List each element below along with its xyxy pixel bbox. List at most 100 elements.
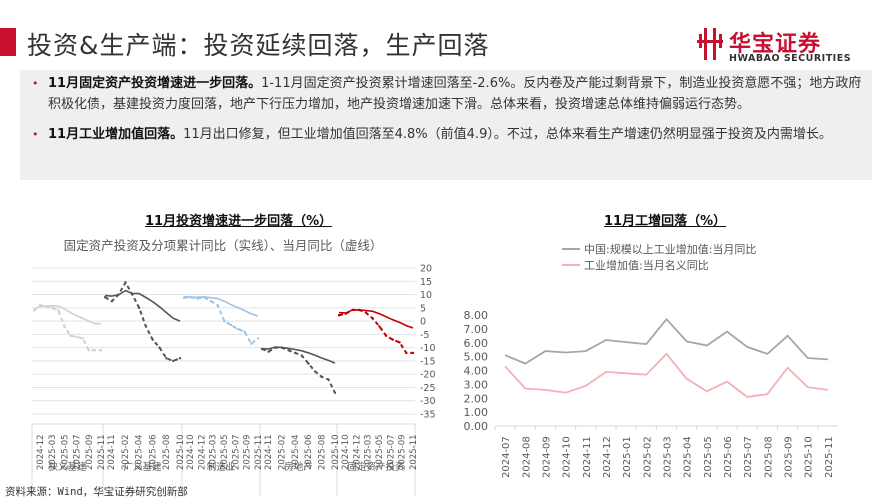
panel-label: 固定资产投资 [347, 461, 405, 473]
x-tick-label: 2025-05 [60, 434, 70, 470]
data-point [93, 349, 97, 352]
data-point [384, 334, 388, 337]
data-point [202, 296, 206, 299]
data-point [333, 391, 337, 394]
x-tick-label: 2025-04 [135, 434, 145, 470]
data-point [344, 312, 347, 315]
x-tick-label: 2025-03 [209, 434, 219, 470]
data-point [274, 346, 277, 349]
x-tick-label: 2025-07 [231, 434, 241, 470]
data-point [196, 297, 199, 300]
data-point [307, 362, 310, 365]
y-tick-label: 6.00 [464, 337, 489, 350]
page-title: 投资&生产端：投资延续回落，生产回落 [27, 31, 490, 60]
data-point [69, 334, 72, 337]
data-point [189, 296, 192, 299]
data-point [398, 341, 401, 344]
data-point [81, 337, 84, 340]
x-tick-label: 2024-12 [197, 434, 207, 470]
x-tick-label: 2025-08 [763, 436, 774, 478]
data-point [124, 281, 127, 284]
logo: 华宝证券 HWABAO SECURITIES [693, 26, 863, 66]
data-point [236, 327, 240, 331]
logo-mark-icon [697, 28, 723, 60]
panel-label: 狭义基建 [48, 461, 87, 473]
x-tick-label: 2025-02 [277, 434, 287, 470]
data-point [287, 349, 290, 352]
data-point [137, 306, 141, 310]
x-tick-label: 2025-03 [364, 434, 374, 470]
x-tick-label: 2024-12 [36, 434, 46, 470]
data-point [38, 303, 42, 307]
data-point [411, 351, 415, 355]
y-tick-label: 1.00 [464, 406, 489, 419]
data-point [243, 330, 246, 333]
x-tick-label: 2025-09 [85, 434, 95, 470]
summary-box: 11月固定资产投资增速进一步回落。1-11月固定资产投资累计增速回落至-2.6%… [20, 70, 872, 180]
y-tick-label: -15 [420, 356, 436, 367]
bullet-heading: 11月固定资产投资增速进一步回落。 [48, 76, 262, 91]
series-monthly-房地产 [261, 346, 336, 394]
series-line-1 [504, 352, 829, 398]
x-tick-label: 2025-05 [703, 436, 714, 478]
y-tick-label: 5.00 [464, 351, 489, 364]
y-tick-label: 5 [420, 303, 426, 314]
data-point [178, 357, 182, 360]
data-point [87, 349, 91, 352]
data-point [44, 305, 48, 308]
data-point [216, 303, 219, 307]
bullet-text: 11月出口修复，但工业增加值回落至4.8%（前值4.9）。不过，总体来看生产增速… [183, 127, 832, 142]
y-tick-label: -10 [420, 343, 436, 354]
x-tick-label: 2025-08 [162, 434, 172, 470]
data-point [63, 325, 66, 328]
data-point [320, 375, 323, 379]
data-point [209, 299, 213, 303]
x-tick-label: 2024-12 [352, 434, 362, 470]
x-tick-label: 2025-01 [622, 436, 633, 478]
x-tick-label: 2025-09 [243, 434, 253, 470]
series-cumulative-制造业 [183, 295, 259, 317]
data-point [351, 308, 354, 312]
x-tick-label: 2025-04 [291, 434, 301, 470]
y-tick-label: -35 [420, 410, 436, 421]
panel-label: 房地产 [284, 461, 313, 473]
series-monthly-广义基建 [104, 280, 181, 362]
x-tick-label: 2024-10 [341, 434, 351, 470]
data-point [75, 335, 78, 339]
x-tick-label: 2025-11 [254, 434, 264, 470]
y-tick-label: 15 [420, 277, 432, 288]
x-tick-label: 2025-03 [663, 436, 674, 478]
x-tick-label: 2024-11 [107, 434, 117, 470]
data-point [229, 323, 233, 327]
left-chart-caption: 11月投资增速进一步回落（%） [145, 214, 333, 229]
data-point [405, 351, 408, 355]
legend-label: 中国:规模以上工业增加值:当月同比 [584, 242, 756, 256]
panel-label: 广义基建 [123, 461, 162, 473]
x-tick-label: 2025-10 [176, 434, 186, 470]
x-tick-label: 2025-07 [743, 436, 754, 478]
x-tick-label: 2025-04 [683, 436, 694, 478]
data-point [51, 306, 54, 310]
data-point [32, 309, 36, 312]
data-point [110, 299, 114, 303]
data-point [391, 338, 395, 341]
y-tick-label: -30 [420, 396, 436, 407]
x-tick-label: 2025-06 [148, 434, 158, 470]
y-tick-label: 3.00 [464, 378, 489, 391]
y-tick-label: 10 [420, 290, 432, 301]
data-point [280, 346, 284, 349]
series-line-0 [504, 317, 828, 365]
data-point [158, 346, 161, 349]
left-chart-title: 固定资产投资及分项累计同比（实线）、当月同比（虚线） [64, 238, 383, 253]
x-tick-label: 2025-03 [48, 434, 58, 470]
y-tick-label: -20 [420, 370, 436, 381]
x-tick-label: 2025-11 [97, 434, 107, 470]
data-point [371, 317, 374, 320]
x-tick-label: 2024-10 [562, 436, 573, 478]
data-point [357, 308, 361, 312]
data-point [250, 342, 253, 345]
y-tick-label: 0 [420, 317, 426, 328]
x-tick-label: 2025-09 [398, 434, 408, 470]
data-point [99, 349, 103, 352]
